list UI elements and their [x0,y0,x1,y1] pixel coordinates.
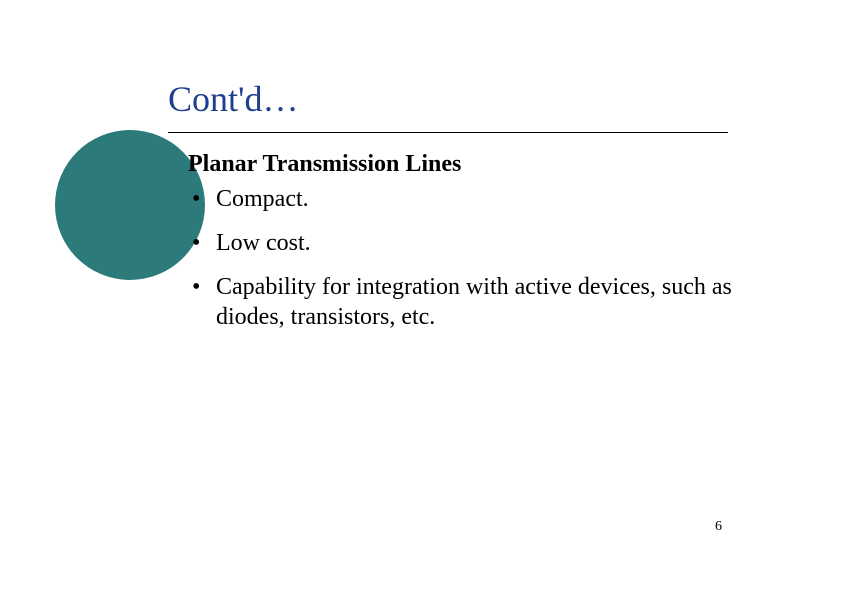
page-number: 6 [715,519,722,535]
title-underline [168,132,728,133]
list-item: Low cost. [188,228,802,258]
slide-content: Cont'd… Planar Transmission Lines Compac… [0,0,842,332]
list-item: Compact. [188,184,802,214]
list-item: Capability for integration with active d… [188,272,802,332]
bullet-list: Compact. Low cost. Capability for integr… [188,184,802,332]
slide-title: Cont'd… [168,78,802,120]
slide-subheading: Planar Transmission Lines [188,151,802,178]
